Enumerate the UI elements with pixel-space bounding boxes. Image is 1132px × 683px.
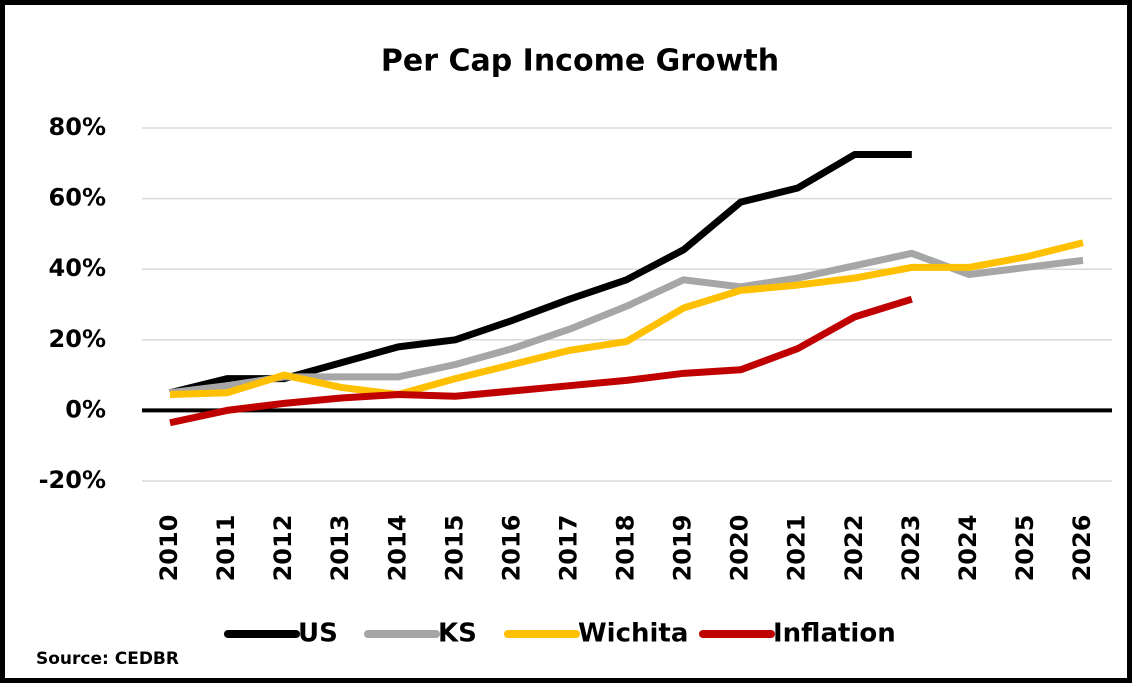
legend-label: Wichita (578, 619, 688, 649)
y-tick-label: -20% (39, 466, 106, 494)
source-note: Source: CEDBR (36, 649, 179, 669)
y-tick-label: 60% (49, 184, 106, 212)
x-tick-label: 2012 (269, 515, 297, 582)
series-line (169, 295, 913, 427)
x-tick-label: 2026 (1068, 515, 1096, 582)
legend-label: KS (438, 619, 477, 649)
x-tick-label: 2016 (497, 515, 525, 582)
series-line (169, 249, 1084, 397)
x-tick-label: 2022 (840, 515, 868, 582)
x-tick-label: 2011 (212, 515, 240, 582)
y-tick-label: 40% (49, 254, 106, 282)
series-line (169, 239, 1084, 399)
x-tick-label: 2025 (1011, 515, 1039, 582)
x-tick-label: 2023 (897, 515, 925, 582)
x-tick-label: 2017 (554, 515, 582, 582)
legend-label: Inflation (773, 619, 896, 649)
x-tick-label: 2010 (155, 515, 183, 582)
legend-label: US (298, 619, 338, 649)
x-tick-label: 2015 (440, 515, 468, 582)
chart-title: Per Cap Income Growth (381, 44, 779, 79)
x-tick-label: 2020 (726, 515, 754, 582)
x-tick-label: 2013 (326, 515, 354, 582)
x-tick-label: 2021 (783, 515, 811, 582)
y-tick-label: 20% (49, 325, 106, 353)
x-tick-label: 2014 (383, 515, 411, 582)
x-tick-label: 2018 (612, 515, 640, 582)
y-tick-label: 80% (49, 113, 106, 141)
y-tick-label: 0% (65, 395, 106, 423)
x-tick-label: 2024 (954, 515, 982, 582)
x-tick-label: 2019 (669, 515, 697, 582)
